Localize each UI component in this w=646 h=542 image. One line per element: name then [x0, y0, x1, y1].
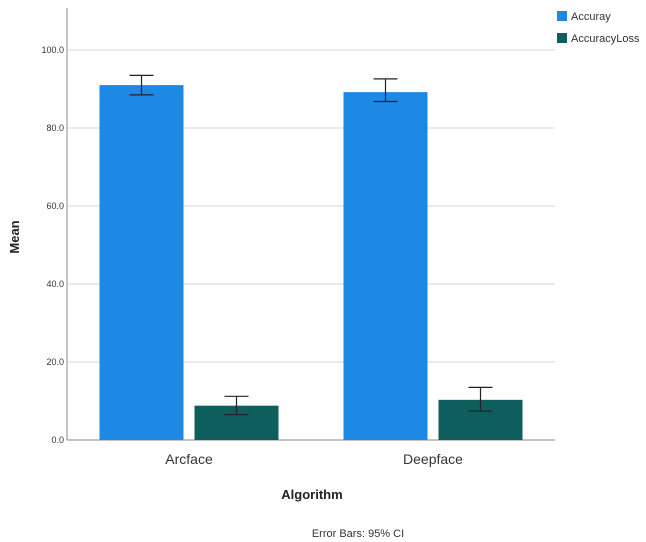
legend-swatch — [557, 11, 567, 21]
y-tick-label: 20.0 — [46, 357, 64, 367]
y-tick-label: 60.0 — [46, 201, 64, 211]
legend-label: AccuracyLoss — [571, 33, 640, 45]
legend-label: Accuray — [571, 11, 611, 23]
bars — [99, 85, 523, 441]
error-bars-note: Error Bars: 95% CI — [312, 528, 404, 540]
legend: Accuray AccuracyLoss — [557, 11, 640, 45]
error-bars — [129, 74, 493, 416]
y-tick-label: 40.0 — [46, 279, 64, 289]
y-tick-label: 80.0 — [46, 123, 64, 133]
x-tick-label: Arcface — [165, 451, 213, 467]
bar — [343, 92, 428, 441]
x-axis-title: Algorithm — [281, 487, 342, 502]
legend-swatch — [557, 33, 567, 43]
x-tick-label: Deepface — [403, 451, 463, 467]
y-tick-labels: 0.0 20.0 40.0 60.0 80.0 100.0 — [41, 45, 64, 445]
y-tick-label: 100.0 — [41, 45, 64, 55]
x-tick-labels: Arcface Deepface — [165, 451, 463, 467]
bar — [99, 85, 184, 440]
y-tick-label: 0.0 — [51, 435, 64, 445]
y-axis-title: Mean — [7, 220, 22, 253]
